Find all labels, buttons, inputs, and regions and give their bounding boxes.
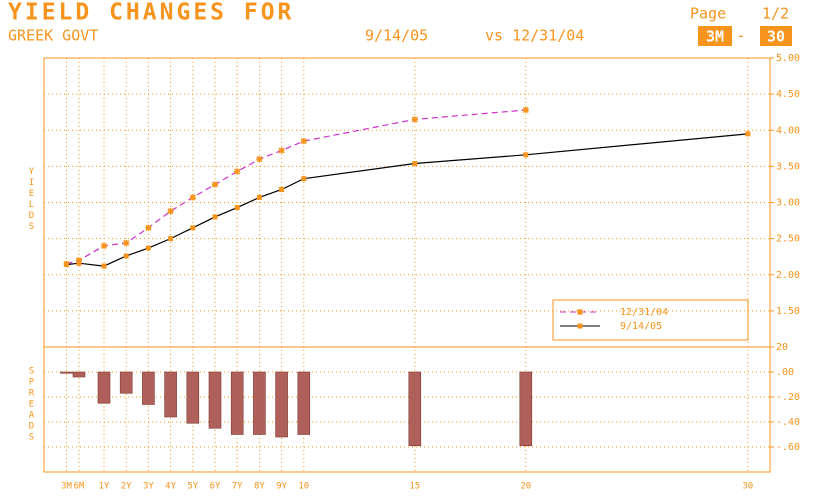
range-start-box[interactable] — [698, 26, 732, 46]
x-tick-label: 7Y — [232, 482, 243, 492]
series-line — [66, 133, 748, 267]
point-marker — [76, 260, 82, 266]
legend-label: 12/31/04 — [620, 307, 668, 318]
spread-bar — [230, 371, 244, 435]
point-marker — [300, 138, 307, 145]
y-tick-label: -.20 — [776, 392, 800, 403]
spread-bar — [519, 371, 533, 447]
plot-frame — [43, 57, 771, 473]
x-tick-label: 8Y — [254, 482, 265, 492]
spread-bar — [186, 371, 200, 424]
point-marker — [64, 262, 69, 268]
spread-bar — [275, 371, 288, 438]
legend-marker — [576, 308, 584, 316]
point-marker — [168, 236, 174, 242]
point-marker — [412, 160, 418, 166]
point-marker — [167, 208, 174, 215]
y-tick-label: .00 — [776, 367, 794, 378]
point-marker — [745, 131, 751, 137]
x-tick-label: 1Y — [99, 482, 110, 492]
x-tick-label: 30 — [742, 482, 753, 492]
comparison: vs 12/31/04 — [485, 27, 584, 45]
point-marker — [278, 147, 285, 154]
x-tick-label: 15 — [409, 482, 420, 492]
page-label: Page — [690, 5, 726, 23]
point-marker — [101, 263, 107, 269]
date: 9/14/05 — [365, 27, 428, 45]
x-tick-label: 3Y — [143, 482, 154, 492]
point-marker — [145, 245, 151, 251]
x-tick-label: 6Y — [210, 482, 221, 492]
title: YIELD CHANGES FOR — [8, 0, 294, 26]
legend-marker — [577, 323, 583, 329]
subtitle: GREEK GOVT — [8, 27, 98, 45]
x-tick-label: 3M — [61, 482, 72, 492]
point-marker — [100, 242, 108, 249]
point-marker — [145, 224, 152, 231]
spread-bar — [60, 371, 73, 374]
spread-bar — [253, 371, 266, 435]
point-marker — [189, 194, 196, 201]
x-tick-label: 2Y — [121, 482, 132, 492]
point-marker — [256, 194, 262, 200]
x-tick-label: 6M — [74, 482, 85, 492]
y-tick-label: -.60 — [776, 442, 800, 453]
legend-label: 9/14/05 — [620, 321, 662, 332]
point-marker — [212, 214, 218, 220]
point-marker — [256, 156, 263, 163]
y-tick-label: 4.50 — [776, 89, 800, 100]
point-marker — [123, 253, 129, 259]
point-marker — [523, 152, 529, 158]
spread-bar — [208, 371, 222, 429]
point-marker — [522, 106, 529, 114]
spread-bar — [119, 371, 133, 394]
y2-axis-label: SPREADS — [27, 367, 37, 444]
point-marker — [211, 181, 219, 188]
y-axis-label: YIELDS — [27, 167, 37, 233]
point-marker — [234, 205, 240, 211]
range-end[interactable]: 30 — [767, 28, 785, 46]
point-marker — [411, 116, 418, 123]
spread-bar — [164, 371, 177, 418]
range-separator: - — [736, 27, 745, 45]
point-marker — [279, 186, 285, 192]
range-end-box[interactable] — [760, 26, 792, 46]
spread-bar — [142, 371, 155, 405]
x-tick-label: 4Y — [165, 482, 176, 492]
spread-bar — [297, 371, 311, 435]
x-tick-label: 20 — [520, 482, 531, 492]
x-tick-label: 10 — [298, 482, 309, 492]
point-marker — [301, 176, 307, 182]
point-marker — [75, 257, 83, 264]
spread-bar — [408, 371, 422, 447]
y-tick-label: 20 — [776, 342, 788, 353]
x-tick-label: 9Y — [276, 482, 287, 492]
spread-bar — [72, 371, 86, 378]
legend-box — [552, 299, 749, 341]
y-tick-label: 4.00 — [776, 125, 800, 136]
y-tick-label: 2.00 — [776, 270, 800, 281]
point-marker — [234, 168, 241, 175]
y-tick-label: -.40 — [776, 417, 800, 428]
spread-bar — [97, 371, 111, 404]
series-line — [66, 109, 526, 265]
point-marker — [123, 239, 130, 246]
x-tick-label: 5Y — [187, 482, 198, 492]
range-start[interactable]: 3M — [706, 28, 724, 46]
page-number: 1/2 — [762, 5, 789, 23]
y-tick-label: 3.50 — [776, 161, 800, 172]
y-tick-label: 3.00 — [776, 198, 800, 209]
y-tick-label: 2.50 — [776, 234, 800, 245]
y-tick-label: 5.00 — [776, 53, 800, 64]
point-marker — [190, 225, 196, 231]
y-tick-label: 1.50 — [776, 306, 800, 317]
